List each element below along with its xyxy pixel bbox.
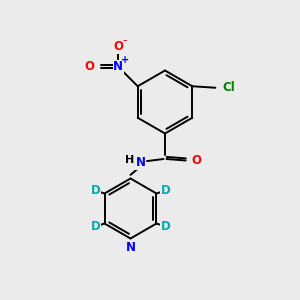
Text: D: D [91, 220, 100, 233]
Text: D: D [91, 184, 100, 197]
Text: H: H [124, 155, 134, 165]
Text: N: N [125, 241, 136, 254]
Text: O: O [84, 60, 94, 73]
Text: D: D [160, 184, 170, 197]
Text: -: - [122, 34, 127, 47]
Text: O: O [191, 154, 201, 167]
Text: O: O [113, 40, 123, 53]
Text: N: N [135, 156, 146, 169]
Text: N: N [113, 60, 123, 73]
Text: Cl: Cl [222, 81, 235, 94]
Text: D: D [160, 220, 170, 233]
Text: +: + [121, 55, 129, 65]
